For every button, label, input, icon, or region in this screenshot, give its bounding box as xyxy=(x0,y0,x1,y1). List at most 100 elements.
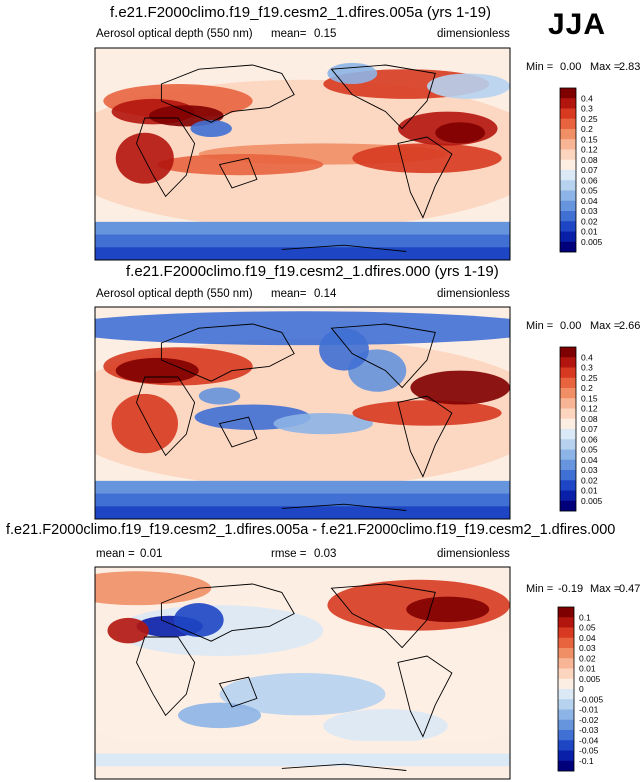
panel-2-max-value: 2.66 xyxy=(619,320,641,332)
colorbar-2: 0.40.30.250.20.150.120.080.070.060.050.0… xyxy=(559,346,603,512)
colorbar-tick-label: 0.04 xyxy=(579,633,596,643)
map-panel-2 xyxy=(94,306,511,520)
panel-1-variable: Aerosol optical depth (550 nm) xyxy=(96,28,253,40)
colorbar-tick-label: 0.3 xyxy=(581,363,593,373)
coastline xyxy=(397,655,453,738)
colorbar-swatch xyxy=(560,241,576,253)
colorbar-swatch xyxy=(558,678,574,690)
colorbar-tick-label: 0.04 xyxy=(581,196,598,206)
panel-3-mean-label: mean = xyxy=(96,548,135,560)
colorbar-swatch xyxy=(558,750,574,762)
colorbar-swatch xyxy=(560,480,576,491)
aod-contour xyxy=(190,120,232,138)
colorbar-tick-label: 0.2 xyxy=(581,383,593,393)
map-frame xyxy=(94,47,511,261)
colorbar-tick-label: 0.3 xyxy=(581,104,593,114)
panel-3-max-value: 0.47 xyxy=(619,583,641,595)
colorbar-swatch xyxy=(560,357,576,368)
colorbar-tick-label: 0.08 xyxy=(581,414,598,424)
colorbar-1: 0.40.30.250.20.150.120.080.070.060.050.0… xyxy=(559,87,603,253)
colorbar-swatch xyxy=(560,418,576,430)
colorbar-tick-label: 0.06 xyxy=(581,434,598,444)
colorbar-swatch xyxy=(558,607,574,618)
coastline xyxy=(330,583,436,649)
aod-contour xyxy=(95,311,510,346)
colorbar-swatch xyxy=(560,139,576,150)
southern-ocean-band xyxy=(95,766,510,779)
colorbar-swatch xyxy=(560,367,576,379)
panel-2-max-label: Max = xyxy=(590,320,621,332)
colorbar-tick-label: 0.05 xyxy=(581,186,598,196)
aod-contour xyxy=(435,122,486,144)
colorbar-swatch xyxy=(560,408,576,420)
colorbar-swatch xyxy=(558,637,574,649)
colorbar-swatch xyxy=(560,211,576,222)
colorbar-swatch xyxy=(558,730,574,741)
colorbar-tick-label: 0 xyxy=(579,684,584,694)
map-frame xyxy=(94,566,511,780)
aod-contour xyxy=(319,328,369,371)
panel-3-max-label: Max = xyxy=(590,583,621,595)
colorbar-tick-label: 0.2 xyxy=(581,124,593,134)
colorbar-tick-label: 0.02 xyxy=(581,475,598,485)
colorbar-tick-label: 0.4 xyxy=(581,352,593,362)
coastline xyxy=(330,323,436,389)
southern-ocean-band xyxy=(95,506,510,519)
colorbar-swatch xyxy=(560,231,576,243)
colorbar-tick-label: 0.05 xyxy=(581,445,598,455)
coastline xyxy=(218,157,258,189)
coastline xyxy=(330,64,436,130)
panel-3-title: f.e21.F2000climo.f19_f19.cesm2_1.dfires.… xyxy=(6,522,616,538)
colorbar-swatch xyxy=(560,429,576,440)
season-label: JJA xyxy=(548,8,607,41)
panel-2-title: f.e21.F2000climo.f19_f19.cesm2_1.dfires.… xyxy=(126,263,499,280)
colorbar-swatch xyxy=(560,180,576,191)
coastline xyxy=(218,416,258,448)
colorbar-swatch xyxy=(558,648,574,659)
colorbar-swatch xyxy=(560,88,576,99)
colorbar-swatch xyxy=(560,170,576,181)
colorbar-swatch xyxy=(560,221,576,232)
map-panel-1 xyxy=(94,47,511,261)
southern-ocean-band xyxy=(95,753,510,768)
colorbar-tick-label: -0.03 xyxy=(579,725,599,735)
map-field-3 xyxy=(95,567,510,779)
colorbar-tick-label: 0.12 xyxy=(581,404,598,414)
colorbar-swatch xyxy=(558,699,574,710)
aod-contour xyxy=(219,673,386,716)
colorbar-swatch xyxy=(560,347,576,358)
panel-1-min-value: 0.00 xyxy=(560,61,582,73)
colorbar-tick-label: 0.4 xyxy=(581,93,593,103)
coastline xyxy=(136,117,196,198)
panel-2-variable: Aerosol optical depth (550 nm) xyxy=(96,288,253,300)
colorbar-swatch xyxy=(560,108,576,120)
aod-contour xyxy=(352,400,502,426)
colorbar-tick-label: 0.04 xyxy=(581,455,598,465)
aod-contour xyxy=(198,387,241,405)
map-field-2 xyxy=(95,307,510,519)
coastline xyxy=(160,64,295,123)
colorbar-tick-label: 0.005 xyxy=(579,674,601,684)
colorbar-swatch xyxy=(560,149,576,161)
colorbar-swatch xyxy=(558,709,574,721)
panel-1-max-value: 2.83 xyxy=(619,61,641,73)
coastline xyxy=(160,323,295,382)
aod-contour xyxy=(323,709,448,743)
panel-3-rmse-label: rmse = xyxy=(271,548,307,560)
colorbar-tick-label: -0.02 xyxy=(579,715,599,725)
colorbar-swatch xyxy=(560,118,576,130)
coastline xyxy=(160,583,295,642)
colorbar-swatch xyxy=(560,159,576,171)
coastline xyxy=(397,395,453,478)
colorbar-tick-label: 0.15 xyxy=(581,134,598,144)
map-field-1 xyxy=(95,48,510,260)
colorbar-tick-label: 0.005 xyxy=(581,237,603,247)
colorbar-tick-label: 0.05 xyxy=(579,623,596,633)
colorbar-swatch xyxy=(558,760,574,772)
colorbar-swatch xyxy=(558,617,574,628)
aod-contour xyxy=(111,393,178,454)
panel-2-min-value: 0.00 xyxy=(560,320,582,332)
colorbar-swatch xyxy=(560,129,576,140)
panel-3-mean-value: 0.01 xyxy=(140,548,163,560)
